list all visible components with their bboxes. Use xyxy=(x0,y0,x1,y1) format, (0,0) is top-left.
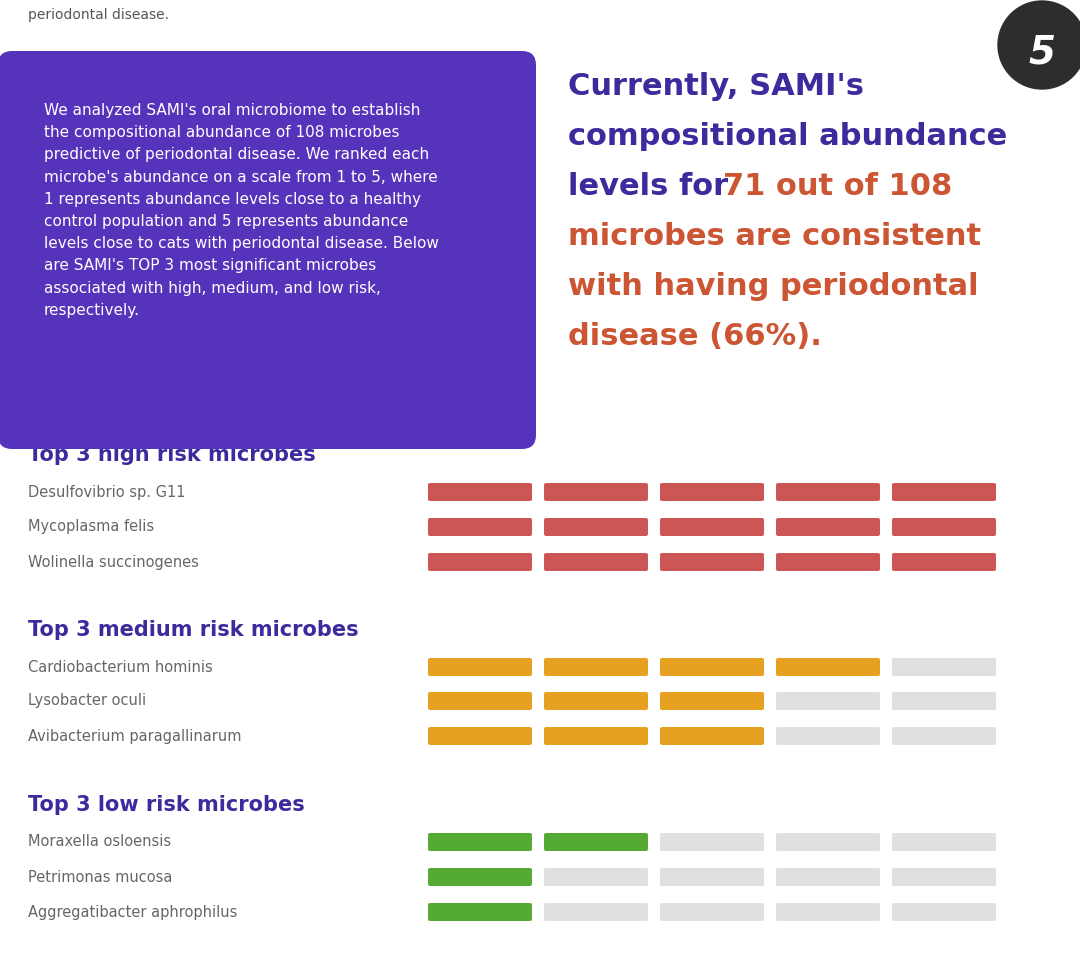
Circle shape xyxy=(998,1,1080,89)
FancyBboxPatch shape xyxy=(660,833,764,851)
FancyBboxPatch shape xyxy=(428,553,532,571)
Text: Desulfovibrio sp. G11: Desulfovibrio sp. G11 xyxy=(28,485,186,499)
FancyBboxPatch shape xyxy=(544,553,648,571)
FancyBboxPatch shape xyxy=(892,553,996,571)
Text: levels for: levels for xyxy=(568,172,739,201)
FancyBboxPatch shape xyxy=(892,518,996,536)
Text: Currently, SAMI's: Currently, SAMI's xyxy=(568,72,864,101)
FancyBboxPatch shape xyxy=(892,483,996,501)
FancyBboxPatch shape xyxy=(428,868,532,886)
FancyBboxPatch shape xyxy=(660,903,764,921)
Text: Wolinella succinogenes: Wolinella succinogenes xyxy=(28,555,199,570)
Text: Petrimonas mucosa: Petrimonas mucosa xyxy=(28,870,173,884)
FancyBboxPatch shape xyxy=(892,727,996,745)
FancyBboxPatch shape xyxy=(428,658,532,676)
FancyBboxPatch shape xyxy=(428,518,532,536)
FancyBboxPatch shape xyxy=(660,518,764,536)
Text: Avibacterium paragallinarum: Avibacterium paragallinarum xyxy=(28,729,242,743)
Text: Top 3 low risk microbes: Top 3 low risk microbes xyxy=(28,795,305,815)
Text: Moraxella osloensis: Moraxella osloensis xyxy=(28,834,171,849)
FancyBboxPatch shape xyxy=(777,483,880,501)
FancyBboxPatch shape xyxy=(777,727,880,745)
Text: Mycoplasma felis: Mycoplasma felis xyxy=(28,520,154,534)
FancyBboxPatch shape xyxy=(660,658,764,676)
FancyBboxPatch shape xyxy=(428,692,532,710)
Text: Aggregatibacter aphrophilus: Aggregatibacter aphrophilus xyxy=(28,905,238,919)
Text: Lysobacter oculi: Lysobacter oculi xyxy=(28,694,146,708)
FancyBboxPatch shape xyxy=(777,833,880,851)
FancyBboxPatch shape xyxy=(544,658,648,676)
FancyBboxPatch shape xyxy=(544,833,648,851)
FancyBboxPatch shape xyxy=(428,833,532,851)
FancyBboxPatch shape xyxy=(0,51,536,449)
FancyBboxPatch shape xyxy=(428,903,532,921)
Text: disease (66%).: disease (66%). xyxy=(568,322,822,351)
FancyBboxPatch shape xyxy=(660,553,764,571)
FancyBboxPatch shape xyxy=(544,483,648,501)
Text: periodontal disease.: periodontal disease. xyxy=(28,8,168,22)
FancyBboxPatch shape xyxy=(892,903,996,921)
Text: Cardiobacterium hominis: Cardiobacterium hominis xyxy=(28,659,213,674)
Text: Top 3 medium risk microbes: Top 3 medium risk microbes xyxy=(28,620,359,640)
FancyBboxPatch shape xyxy=(777,692,880,710)
FancyBboxPatch shape xyxy=(544,727,648,745)
Text: compositional abundance: compositional abundance xyxy=(568,122,1008,151)
Text: Top 3 high risk microbes: Top 3 high risk microbes xyxy=(28,445,315,465)
FancyBboxPatch shape xyxy=(660,868,764,886)
FancyBboxPatch shape xyxy=(892,868,996,886)
FancyBboxPatch shape xyxy=(660,692,764,710)
FancyBboxPatch shape xyxy=(544,692,648,710)
FancyBboxPatch shape xyxy=(892,692,996,710)
FancyBboxPatch shape xyxy=(544,868,648,886)
FancyBboxPatch shape xyxy=(777,518,880,536)
Text: microbes are consistent: microbes are consistent xyxy=(568,222,981,251)
FancyBboxPatch shape xyxy=(544,518,648,536)
FancyBboxPatch shape xyxy=(777,868,880,886)
FancyBboxPatch shape xyxy=(777,553,880,571)
FancyBboxPatch shape xyxy=(777,903,880,921)
Text: 71 out of 108: 71 out of 108 xyxy=(723,172,953,201)
FancyBboxPatch shape xyxy=(892,833,996,851)
Text: 5: 5 xyxy=(1028,33,1055,71)
FancyBboxPatch shape xyxy=(777,658,880,676)
FancyBboxPatch shape xyxy=(660,727,764,745)
FancyBboxPatch shape xyxy=(428,483,532,501)
FancyBboxPatch shape xyxy=(892,658,996,676)
FancyBboxPatch shape xyxy=(428,727,532,745)
FancyBboxPatch shape xyxy=(544,903,648,921)
Text: We analyzed SAMI's oral microbiome to establish
the compositional abundance of 1: We analyzed SAMI's oral microbiome to es… xyxy=(44,103,438,318)
FancyBboxPatch shape xyxy=(660,483,764,501)
Text: with having periodontal: with having periodontal xyxy=(568,272,978,301)
